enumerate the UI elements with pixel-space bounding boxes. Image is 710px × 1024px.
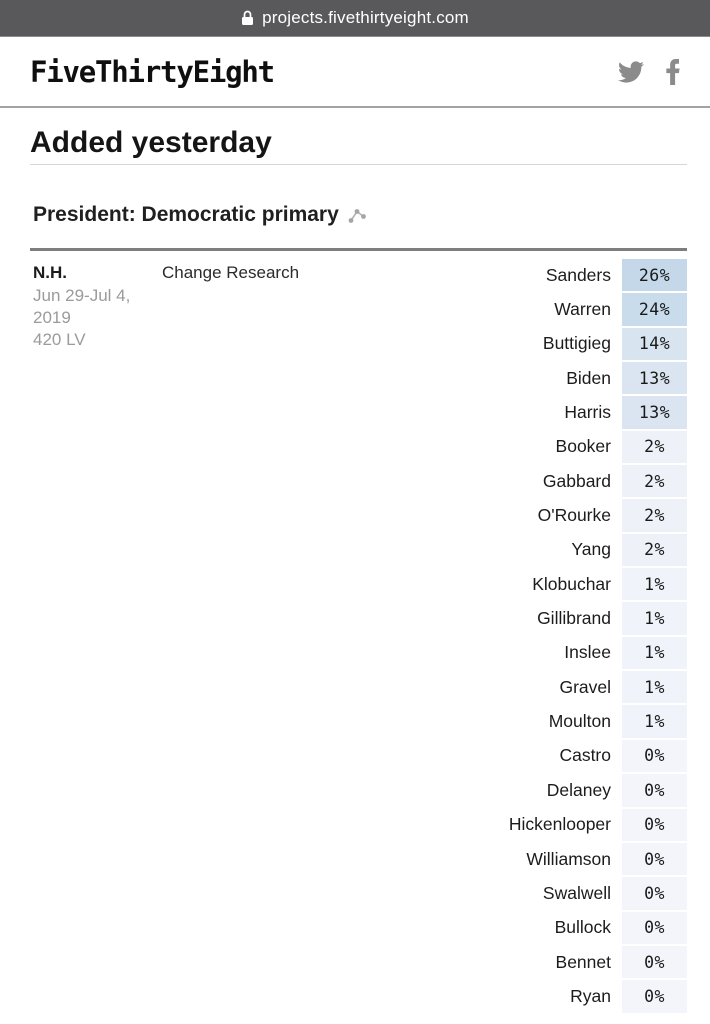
candidate-name: Ryan (570, 985, 611, 1006)
candidate-name: Booker (555, 436, 611, 457)
trend-chart-icon[interactable] (348, 208, 368, 224)
candidate-name: Biden (566, 367, 611, 388)
result-row: Gravel 1% (427, 670, 687, 704)
poll-meta: N.H. Jun 29-Jul 4, 2019 420 LV (30, 258, 162, 351)
candidate-pct-cell: 26% (622, 259, 687, 292)
candidate-pct-cell: 24% (622, 293, 687, 326)
browser-url-bar[interactable]: projects.fivethirtyeight.com (0, 0, 710, 37)
section-header: President: Democratic primary (30, 203, 687, 227)
candidate-name: Yang (571, 539, 611, 560)
candidate-pct-cell: 0% (622, 808, 687, 841)
candidate-pct-cell: 1% (622, 705, 687, 738)
result-row: Biden 13% (427, 361, 687, 395)
candidate-pct-cell: 0% (622, 842, 687, 876)
poll-table: N.H. Jun 29-Jul 4, 2019 420 LV Change Re… (30, 248, 687, 1014)
candidate-name: Bullock (554, 917, 611, 938)
candidate-pct-cell: 0% (622, 980, 687, 1013)
result-row: Buttigieg 14% (427, 327, 687, 361)
result-row: Hickenlooper 0% (427, 808, 687, 842)
result-row: Gillibrand 1% (427, 601, 687, 635)
poll-dates: Jun 29-Jul 4, 2019 (33, 286, 131, 327)
site-header: FiveThirtyEight (0, 37, 710, 108)
lock-icon (241, 10, 254, 26)
candidate-name: Williamson (526, 848, 611, 869)
result-row: Ryan 0% (427, 979, 687, 1013)
poll-state: N.H. (33, 263, 67, 282)
candidate-name: Moulton (548, 711, 611, 732)
facebook-icon[interactable] (665, 58, 680, 85)
candidate-name: Delaney (546, 779, 611, 800)
poll-pollster: Change Research (162, 263, 300, 282)
candidate-name: Sanders (545, 264, 611, 285)
candidate-pct-cell: 13% (622, 396, 687, 429)
candidate-name: Gabbard (542, 470, 611, 491)
candidate-name: Inslee (564, 642, 611, 663)
candidate-pct-cell: 1% (622, 602, 687, 635)
result-row: Castro 0% (427, 739, 687, 773)
candidate-pct-cell: 1% (622, 671, 687, 704)
candidate-pct-cell: 0% (622, 877, 687, 910)
result-row: Warren 24% (427, 292, 687, 326)
candidate-name: Castro (559, 745, 611, 766)
candidate-name: Gravel (559, 676, 611, 697)
candidate-pct-cell: 0% (622, 945, 687, 979)
candidate-name: Warren (554, 299, 611, 320)
candidate-pct-cell: 0% (622, 774, 687, 807)
page-title: Added yesterday (30, 125, 687, 165)
candidate-pct-cell: 14% (622, 327, 687, 361)
result-row: Delaney 0% (427, 773, 687, 807)
result-row: Moulton 1% (427, 704, 687, 738)
candidate-pct-cell: 2% (622, 533, 687, 567)
fivethirtyeight-logo[interactable]: FiveThirtyEight (30, 54, 275, 89)
poll-sample-size: 420 LV (33, 330, 86, 349)
candidate-name: Gillibrand (537, 608, 611, 629)
section-title: President: Democratic primary (33, 203, 339, 226)
candidate-pct-cell: 1% (622, 568, 687, 601)
result-row: Bennet 0% (427, 945, 687, 979)
candidate-name: Bennet (555, 951, 611, 972)
content-area: Added yesterday President: Democratic pr… (0, 125, 710, 1014)
candidate-name: Buttigieg (542, 333, 611, 354)
result-row: Harris 13% (427, 395, 687, 429)
candidate-pct-cell: 2% (622, 499, 687, 532)
candidate-name: Swalwell (542, 882, 611, 903)
result-row: Gabbard 2% (427, 464, 687, 498)
candidate-name: Klobuchar (532, 573, 611, 594)
poll-results: Sanders 26% Warren 24% Buttigieg 14% Biden 13% H… (427, 258, 687, 1014)
result-row: Williamson 0% (427, 842, 687, 876)
twitter-icon[interactable] (618, 60, 644, 83)
browser-url: projects.fivethirtyeight.com (262, 8, 469, 27)
result-row: Sanders 26% (427, 258, 687, 292)
candidate-pct-cell: 1% (622, 636, 687, 670)
social-links (618, 58, 680, 85)
result-row: Inslee 1% (427, 636, 687, 670)
candidate-name: Hickenlooper (508, 814, 611, 835)
candidate-name: Harris (564, 402, 611, 423)
candidate-name: O'Rourke (537, 505, 611, 526)
candidate-pct-cell: 2% (622, 430, 687, 464)
candidate-pct-cell: 13% (622, 362, 687, 395)
result-row: Booker 2% (427, 430, 687, 464)
candidate-pct-cell: 0% (622, 739, 687, 773)
result-row: Klobuchar 1% (427, 567, 687, 601)
result-row: O'Rourke 2% (427, 498, 687, 532)
result-row: Yang 2% (427, 533, 687, 567)
result-row: Bullock 0% (427, 911, 687, 945)
result-row: Swalwell 0% (427, 876, 687, 910)
candidate-pct-cell: 0% (622, 911, 687, 944)
candidate-pct-cell: 2% (622, 465, 687, 498)
